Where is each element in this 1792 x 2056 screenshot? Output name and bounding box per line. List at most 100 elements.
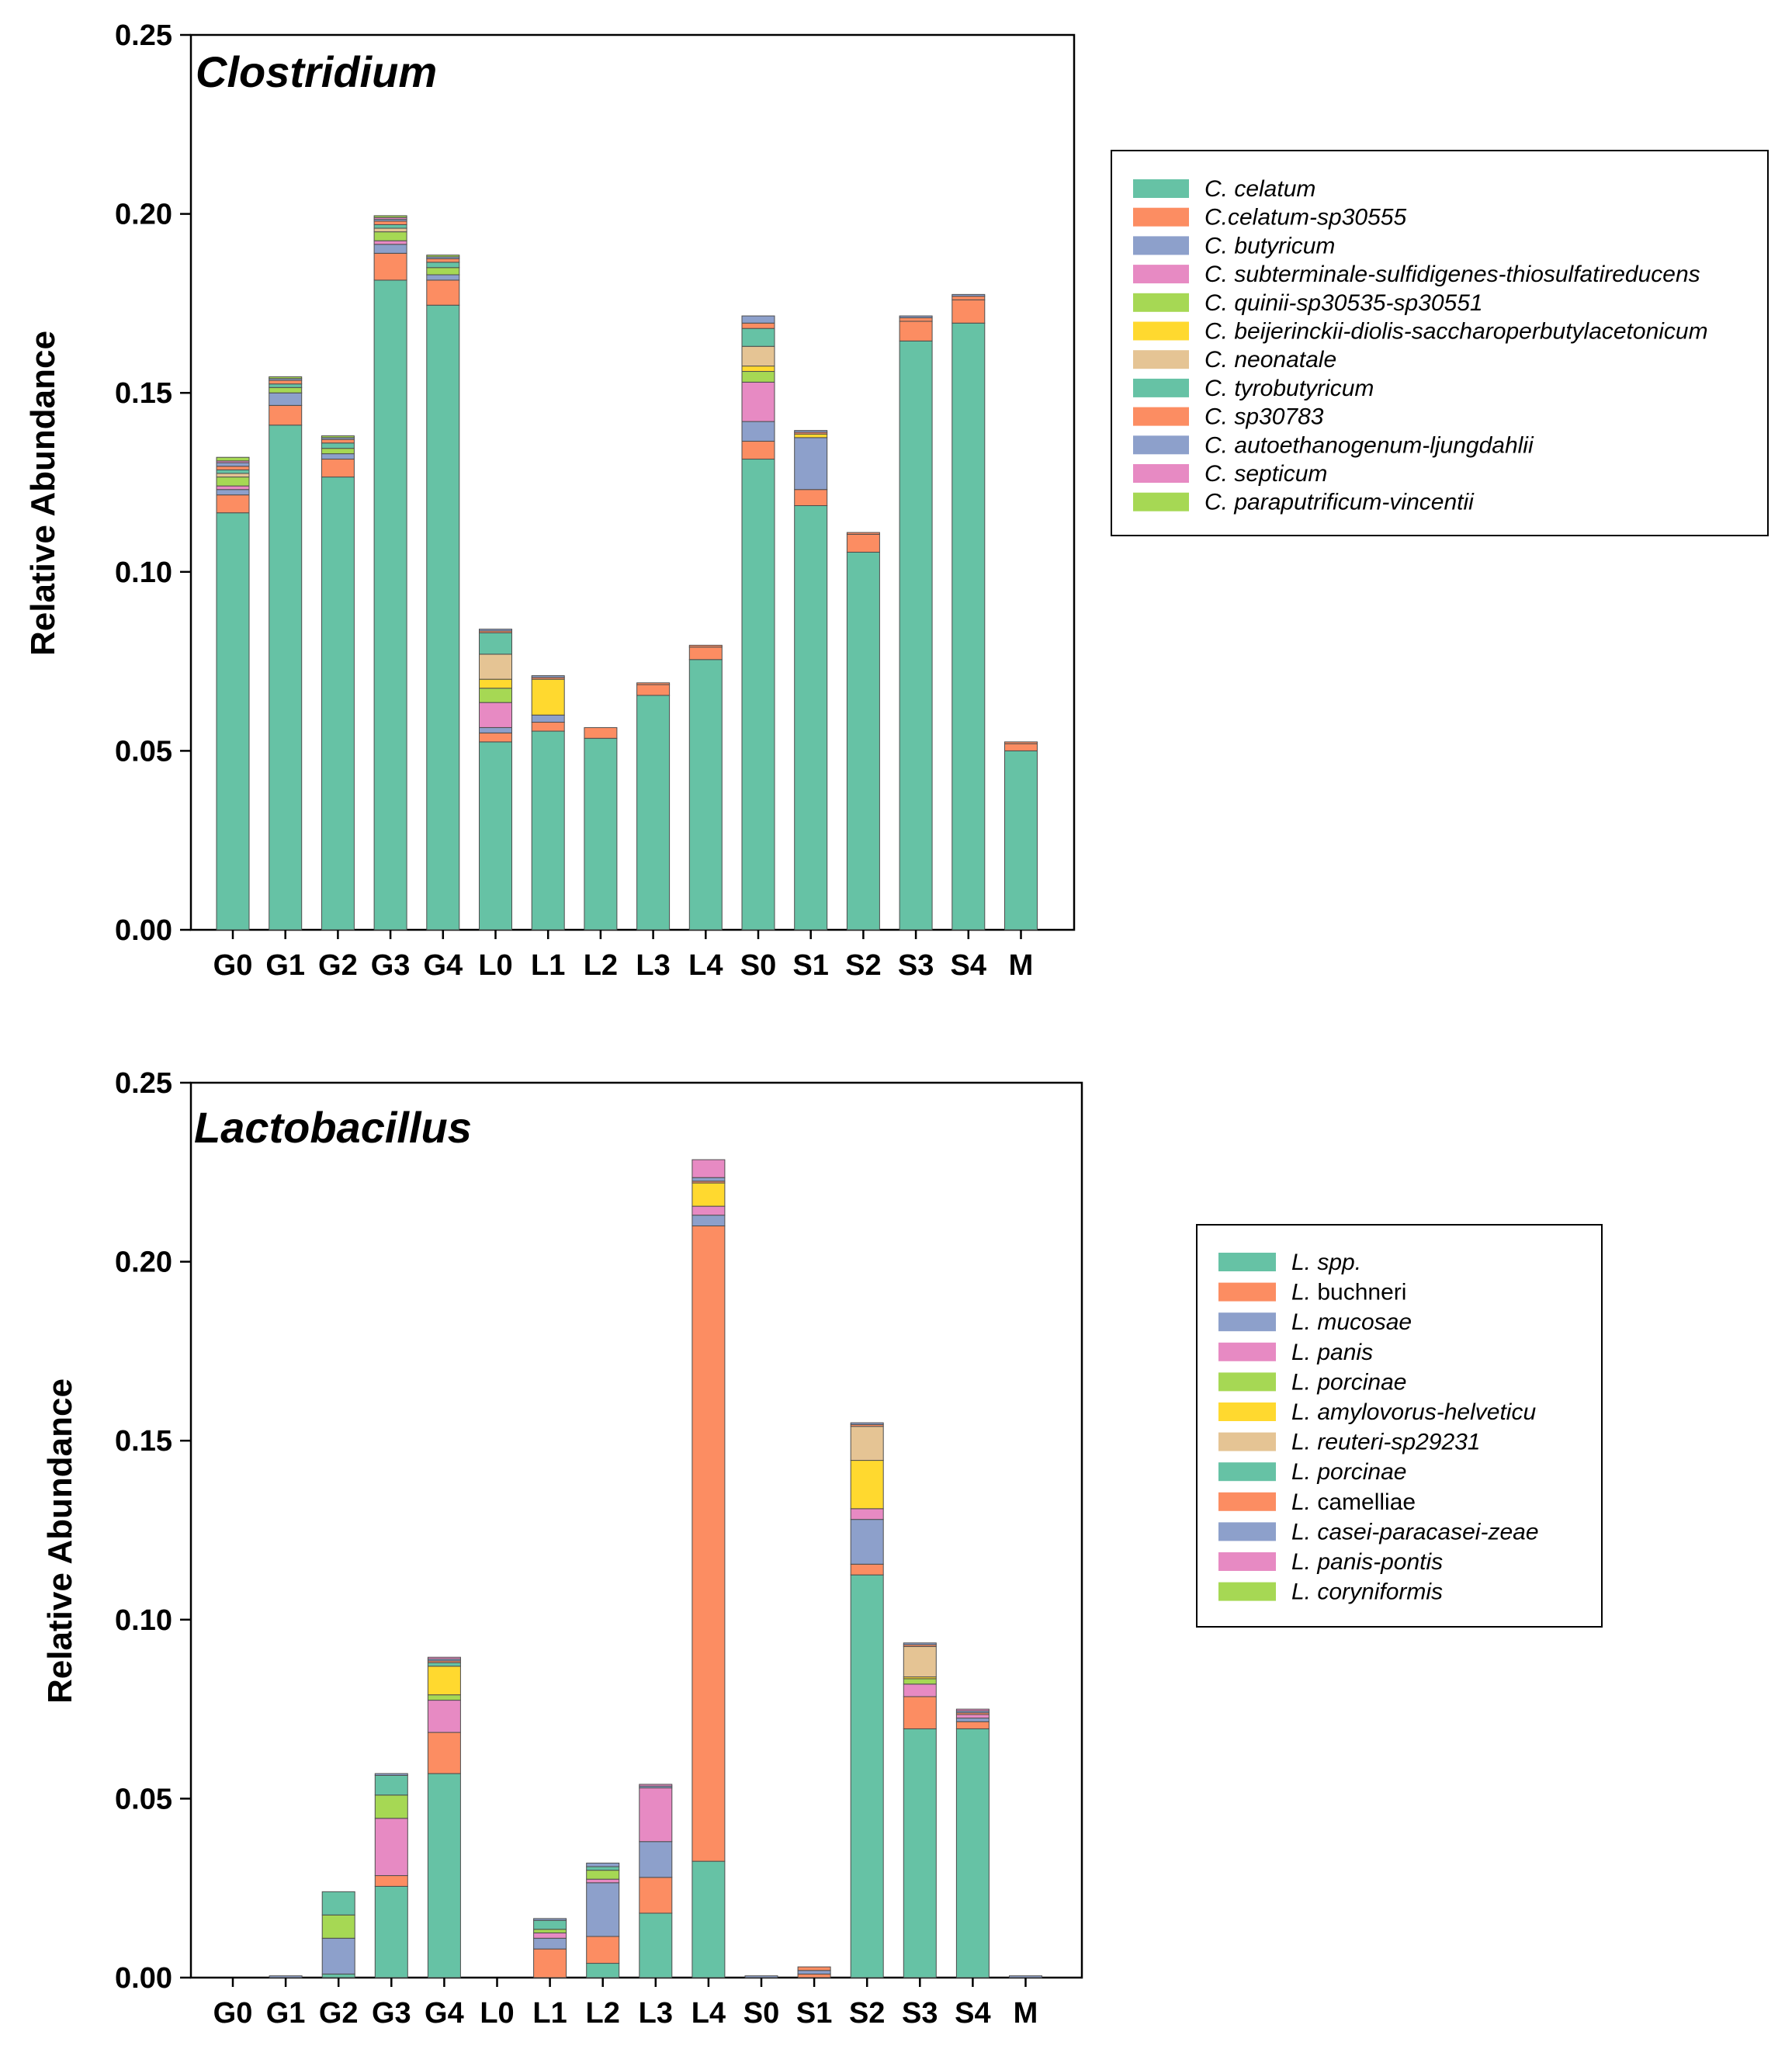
legend-label: C. quinii-sp30535-sp30551 bbox=[1204, 290, 1483, 316]
legend-box bbox=[1111, 150, 1769, 536]
bar-segment bbox=[899, 315, 933, 318]
bar-stack-g3 bbox=[374, 1773, 408, 1978]
x-tick-label: S1 bbox=[796, 1997, 832, 2030]
bar-segment bbox=[691, 1205, 726, 1216]
bar-segment bbox=[744, 1975, 778, 1978]
bar-stack-s1 bbox=[794, 430, 828, 931]
bar-segment bbox=[533, 1929, 567, 1933]
bar-segment bbox=[269, 425, 303, 931]
bar-segment bbox=[903, 1728, 937, 1978]
x-tick-label: G4 bbox=[425, 1997, 464, 2030]
y-tick-label: 0.25 bbox=[115, 19, 172, 52]
bar-segment bbox=[427, 1666, 461, 1696]
bar-segment bbox=[321, 442, 355, 449]
bar-segment bbox=[586, 1936, 620, 1964]
bar-segment bbox=[903, 1678, 937, 1685]
bar-stack-l0 bbox=[479, 629, 512, 931]
x-tick-label: S1 bbox=[792, 949, 828, 982]
bar-stack-s1 bbox=[797, 1966, 831, 1978]
bar-stack-s3 bbox=[903, 1642, 937, 1978]
bar-segment bbox=[850, 1574, 884, 1978]
bar-segment bbox=[794, 430, 828, 433]
x-tick-label: M bbox=[1014, 1997, 1038, 2030]
bar-segment bbox=[741, 381, 775, 422]
legend-swatch bbox=[1133, 378, 1189, 397]
legend-item: C. beijerinckii-diolis-saccharoperbutyla… bbox=[1133, 319, 1708, 345]
bar-segment bbox=[479, 732, 512, 743]
bar-segment bbox=[586, 1866, 620, 1871]
bar-stack-g0 bbox=[216, 456, 250, 931]
bar-segment bbox=[427, 1732, 461, 1774]
bar-segment bbox=[531, 730, 565, 931]
bar-segment bbox=[1009, 1975, 1042, 1978]
bar-segment bbox=[846, 532, 880, 535]
legend-item: C.celatum-sp30555 bbox=[1133, 205, 1406, 231]
bar-segment bbox=[688, 659, 723, 931]
bar-stack-g1 bbox=[269, 1975, 303, 1978]
bar-stack-g1 bbox=[269, 376, 303, 931]
bar-segment bbox=[426, 267, 460, 276]
legend-swatch bbox=[1133, 207, 1189, 227]
x-tick-label: S3 bbox=[902, 1997, 938, 2030]
bar-segment bbox=[955, 1728, 990, 1978]
bar-segment bbox=[955, 1714, 990, 1719]
y-tick-label: 0.15 bbox=[115, 1425, 172, 1458]
bar-segment bbox=[374, 1774, 408, 1796]
bar-segment bbox=[741, 322, 775, 329]
bar-segment bbox=[373, 252, 407, 281]
bar-stack-s2 bbox=[850, 1422, 884, 1978]
bar-segment bbox=[639, 1877, 673, 1914]
legend-item: C. butyricum bbox=[1133, 233, 1335, 258]
bar-segment bbox=[955, 1708, 990, 1711]
legend-item: C. paraputrificum-vincentii bbox=[1133, 490, 1475, 515]
legend-swatch bbox=[1133, 492, 1189, 511]
bar-stack-s0 bbox=[741, 315, 775, 931]
bar-segment bbox=[479, 678, 512, 689]
bar-segment bbox=[688, 644, 723, 648]
bar-segment bbox=[426, 279, 460, 306]
clostridium-chart: 0.00 0.05 0.10 0.15 0.20 0.25 Relative Abundan… bbox=[24, 19, 1769, 982]
bar-segment bbox=[691, 1182, 726, 1207]
legend-item: L. mucosae bbox=[1218, 1309, 1412, 1335]
bar-segment bbox=[584, 726, 618, 739]
bar-segment bbox=[216, 494, 250, 514]
bar-segment bbox=[586, 1878, 620, 1884]
plot-frame bbox=[189, 33, 1076, 931]
bar-stack-s3 bbox=[899, 315, 933, 931]
bar-segment bbox=[794, 504, 828, 931]
bar-segment bbox=[216, 477, 250, 487]
x-tick-label: L0 bbox=[480, 1997, 514, 2030]
bar-segment bbox=[794, 489, 828, 506]
bar-stack-l2 bbox=[584, 726, 618, 931]
legend-label: C. beijerinckii-diolis-saccharoperbutyla… bbox=[1204, 319, 1708, 345]
legend-label: C. tyrobutyricum bbox=[1204, 376, 1374, 401]
x-tick-label: L1 bbox=[531, 949, 565, 982]
bar-segment bbox=[846, 533, 880, 553]
x-tick-label: L4 bbox=[691, 1997, 726, 2030]
bar-stack-g2 bbox=[321, 1891, 355, 1978]
bar-segment bbox=[636, 695, 671, 931]
bar-segment bbox=[479, 632, 512, 655]
bar-segment bbox=[427, 1694, 461, 1701]
x-tick-label: G3 bbox=[372, 1997, 411, 2030]
legend-swatch bbox=[1218, 1522, 1276, 1541]
y-tick-label: 0.00 bbox=[115, 914, 172, 947]
bar-segment bbox=[269, 1975, 303, 1978]
legend-swatch bbox=[1218, 1432, 1276, 1451]
legend-swatch bbox=[1218, 1552, 1276, 1571]
bar-segment bbox=[586, 1870, 620, 1880]
bar-segment bbox=[373, 215, 407, 218]
bar-segment bbox=[216, 462, 250, 467]
legend-item: L. coryniformis bbox=[1218, 1579, 1443, 1605]
x-tick-label: G2 bbox=[318, 949, 358, 982]
legend-label: C. butyricum bbox=[1204, 233, 1335, 258]
bar-segment bbox=[216, 466, 250, 470]
legend-swatch bbox=[1218, 1253, 1276, 1271]
bar-stack-l4 bbox=[691, 1159, 726, 1978]
legend-swatch bbox=[1133, 464, 1189, 483]
legend-item: L. panis-pontis bbox=[1218, 1549, 1443, 1575]
legend-swatch bbox=[1133, 179, 1189, 198]
x-tick-label: L3 bbox=[639, 1997, 673, 2030]
bar-segment bbox=[850, 1460, 884, 1510]
